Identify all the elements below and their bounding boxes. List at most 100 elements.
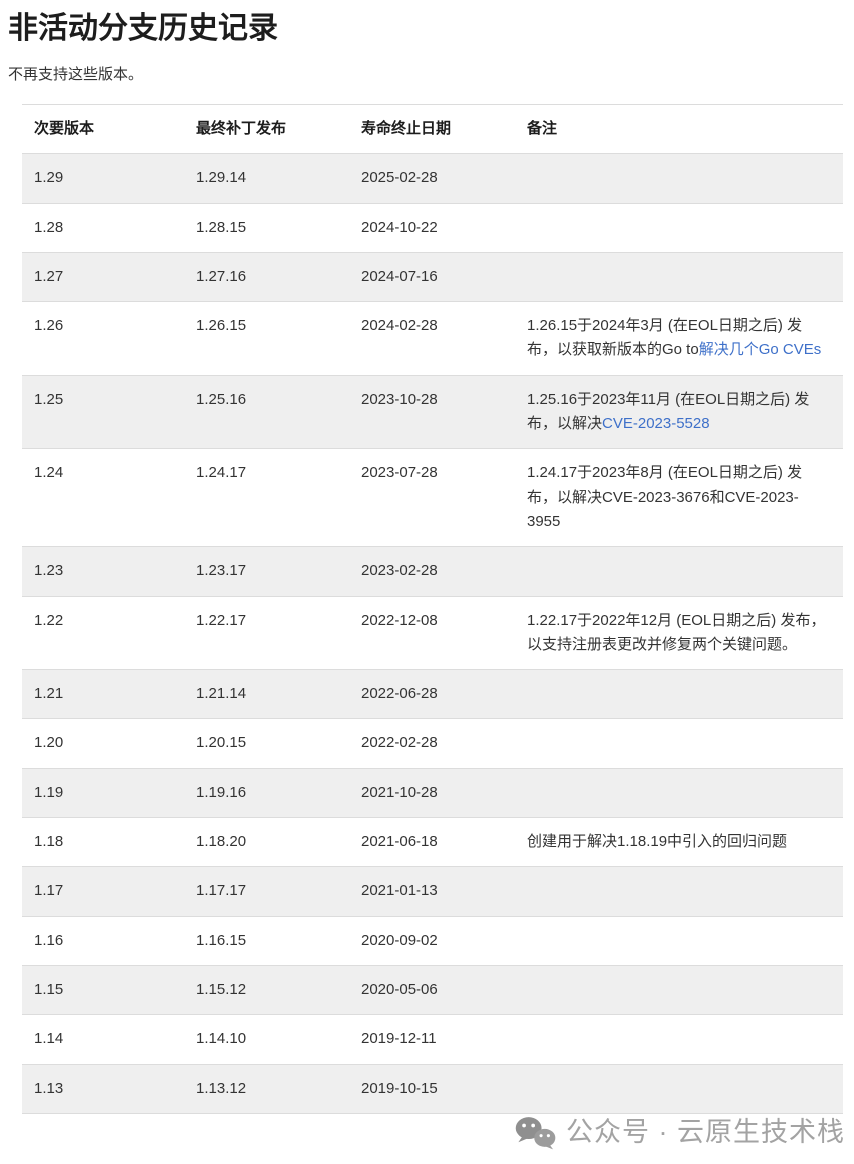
- cell-final-patch: 1.21.14: [184, 669, 349, 720]
- table-row: 1.29 1.29.14 2025-02-28: [22, 153, 843, 204]
- table-row: 1.17 1.17.17 2021-01-13: [22, 866, 843, 917]
- cell-eol-date: 2023-02-28: [349, 546, 515, 597]
- cell-note: [515, 546, 843, 597]
- cell-final-patch: 1.14.10: [184, 1014, 349, 1065]
- cell-eol-date: 2024-10-22: [349, 203, 515, 253]
- table-row: 1.18 1.18.20 2021-06-18 创建用于解决1.18.19中引入…: [22, 817, 843, 868]
- cell-minor-version: 1.21: [22, 669, 184, 720]
- cell-eol-date: 2024-07-16: [349, 252, 515, 303]
- table-row: 1.24 1.24.17 2023-07-28 1.24.17于2023年8月 …: [22, 448, 843, 548]
- note-text: 1.26.15于2024年3月 (在EOL日期之后) 发布，以获取新版本的Go …: [527, 317, 803, 359]
- cell-eol-date: 2024-02-28: [349, 301, 515, 376]
- table-row: 1.20 1.20.15 2022-02-28: [22, 718, 843, 769]
- cell-note: 1.22.17于2022年12月 (EOL日期之后) 发布，以支持注册表更改并修…: [515, 596, 843, 671]
- cell-final-patch: 1.29.14: [184, 153, 349, 204]
- cell-final-patch: 1.26.15: [184, 301, 349, 376]
- cell-note: [515, 718, 843, 769]
- table-header-row: 次要版本 最终补丁发布 寿命终止日期 备注: [22, 104, 843, 155]
- cell-note: [515, 669, 843, 720]
- table-row: 1.21 1.21.14 2022-06-28: [22, 669, 843, 720]
- cell-final-patch: 1.23.17: [184, 546, 349, 597]
- cell-minor-version: 1.29: [22, 153, 184, 204]
- cell-note: [515, 866, 843, 917]
- page: 非活动分支历史记录 不再支持这些版本。 次要版本 最终补丁发布 寿命终止日期 备…: [8, 12, 844, 1149]
- table-row: 1.16 1.16.15 2020-09-02: [22, 916, 843, 966]
- cell-note: [515, 153, 843, 204]
- watermark-text: 公众号 · 云原生技术栈: [566, 1117, 845, 1147]
- cell-eol-date: 2019-10-15: [349, 1064, 515, 1114]
- note-link[interactable]: 解决几个Go CVEs: [698, 341, 822, 359]
- cell-minor-version: 1.27: [22, 252, 184, 303]
- table-row: 1.28 1.28.15 2024-10-22: [22, 203, 843, 253]
- note-text: 创建用于解决1.18.19中引入的回归问题: [527, 833, 788, 851]
- table-row: 1.25 1.25.16 2023-10-28 1.25.16于2023年11月…: [22, 375, 843, 450]
- cell-final-patch: 1.15.12: [184, 965, 349, 1016]
- cell-note: 1.25.16于2023年11月 (在EOL日期之后) 发布，以解决CVE-20…: [515, 375, 843, 450]
- cell-minor-version: 1.20: [22, 718, 184, 769]
- cell-minor-version: 1.18: [22, 817, 184, 868]
- cell-minor-version: 1.19: [22, 768, 184, 819]
- cell-minor-version: 1.22: [22, 596, 184, 671]
- header-eol-date: 寿命终止日期: [349, 104, 515, 155]
- cell-final-patch: 1.18.20: [184, 817, 349, 868]
- table-row: 1.14 1.14.10 2019-12-11: [22, 1014, 843, 1065]
- table-row: 1.13 1.13.12 2019-10-15: [22, 1064, 843, 1114]
- table-row: 1.23 1.23.17 2023-02-28: [22, 546, 843, 597]
- cell-eol-date: 2025-02-28: [349, 153, 515, 204]
- cell-final-patch: 1.17.17: [184, 866, 349, 917]
- cell-note: 创建用于解决1.18.19中引入的回归问题: [515, 817, 843, 868]
- cell-eol-date: 2022-06-28: [349, 669, 515, 720]
- cell-note: 1.24.17于2023年8月 (在EOL日期之后) 发布，以解决CVE-202…: [515, 448, 843, 548]
- cell-note: 1.26.15于2024年3月 (在EOL日期之后) 发布，以获取新版本的Go …: [515, 301, 843, 376]
- cell-final-patch: 1.25.16: [184, 375, 349, 450]
- cell-note: [515, 1064, 843, 1114]
- cell-final-patch: 1.22.17: [184, 596, 349, 671]
- cell-note: [515, 916, 843, 966]
- cell-minor-version: 1.28: [22, 203, 184, 253]
- cell-final-patch: 1.24.17: [184, 448, 349, 548]
- cell-eol-date: 2021-10-28: [349, 768, 515, 819]
- cell-minor-version: 1.15: [22, 965, 184, 1016]
- cell-final-patch: 1.19.16: [184, 768, 349, 819]
- cell-minor-version: 1.26: [22, 301, 184, 376]
- cell-minor-version: 1.23: [22, 546, 184, 597]
- note-text: 1.22.17于2022年12月 (EOL日期之后) 发布，以支持注册表更改并修…: [527, 611, 826, 653]
- table-row: 1.22 1.22.17 2022-12-08 1.22.17于2022年12月…: [22, 596, 843, 671]
- header-minor-version: 次要版本: [22, 104, 184, 155]
- cell-final-patch: 1.16.15: [184, 916, 349, 966]
- note-link[interactable]: CVE-2023-5528: [602, 415, 710, 433]
- watermark: 公众号 · 云原生技术栈: [514, 1114, 845, 1150]
- cell-note: [515, 203, 843, 253]
- cell-final-patch: 1.13.12: [184, 1064, 349, 1114]
- cell-eol-date: 2022-02-28: [349, 718, 515, 769]
- cell-minor-version: 1.14: [22, 1014, 184, 1065]
- cell-eol-date: 2022-12-08: [349, 596, 515, 671]
- cell-eol-date: 2023-07-28: [349, 448, 515, 548]
- cell-minor-version: 1.13: [22, 1064, 184, 1114]
- table-row: 1.15 1.15.12 2020-05-06: [22, 965, 843, 1016]
- cell-eol-date: 2020-05-06: [349, 965, 515, 1016]
- page-subtitle: 不再支持这些版本。: [8, 66, 144, 83]
- cell-final-patch: 1.20.15: [184, 718, 349, 769]
- cell-minor-version: 1.16: [22, 916, 184, 966]
- cell-eol-date: 2019-12-11: [349, 1014, 515, 1065]
- cell-final-patch: 1.27.16: [184, 252, 349, 303]
- note-text: 1.25.16于2023年11月 (在EOL日期之后) 发布，以解决: [527, 390, 810, 433]
- cell-eol-date: 2023-10-28: [349, 375, 515, 450]
- table-row: 1.26 1.26.15 2024-02-28 1.26.15于2024年3月 …: [22, 301, 843, 376]
- cell-note: [515, 252, 843, 303]
- cell-note: [515, 1014, 843, 1065]
- table-row: 1.19 1.19.16 2021-10-28: [22, 768, 843, 819]
- table-row: 1.27 1.27.16 2024-07-16: [22, 252, 843, 303]
- cell-note: [515, 768, 843, 819]
- header-notes: 备注: [515, 104, 843, 155]
- version-history-table: 次要版本 最终补丁发布 寿命终止日期 备注 1.29 1.29.14 2025-…: [22, 104, 843, 1114]
- cell-minor-version: 1.24: [22, 448, 184, 548]
- cell-minor-version: 1.17: [22, 866, 184, 917]
- cell-eol-date: 2021-01-13: [349, 866, 515, 917]
- cell-note: [515, 965, 843, 1016]
- cell-final-patch: 1.28.15: [184, 203, 349, 253]
- cell-eol-date: 2020-09-02: [349, 916, 515, 966]
- header-final-patch: 最终补丁发布: [184, 104, 349, 155]
- note-text: 1.24.17于2023年8月 (在EOL日期之后) 发布，以解决CVE-202…: [527, 464, 803, 530]
